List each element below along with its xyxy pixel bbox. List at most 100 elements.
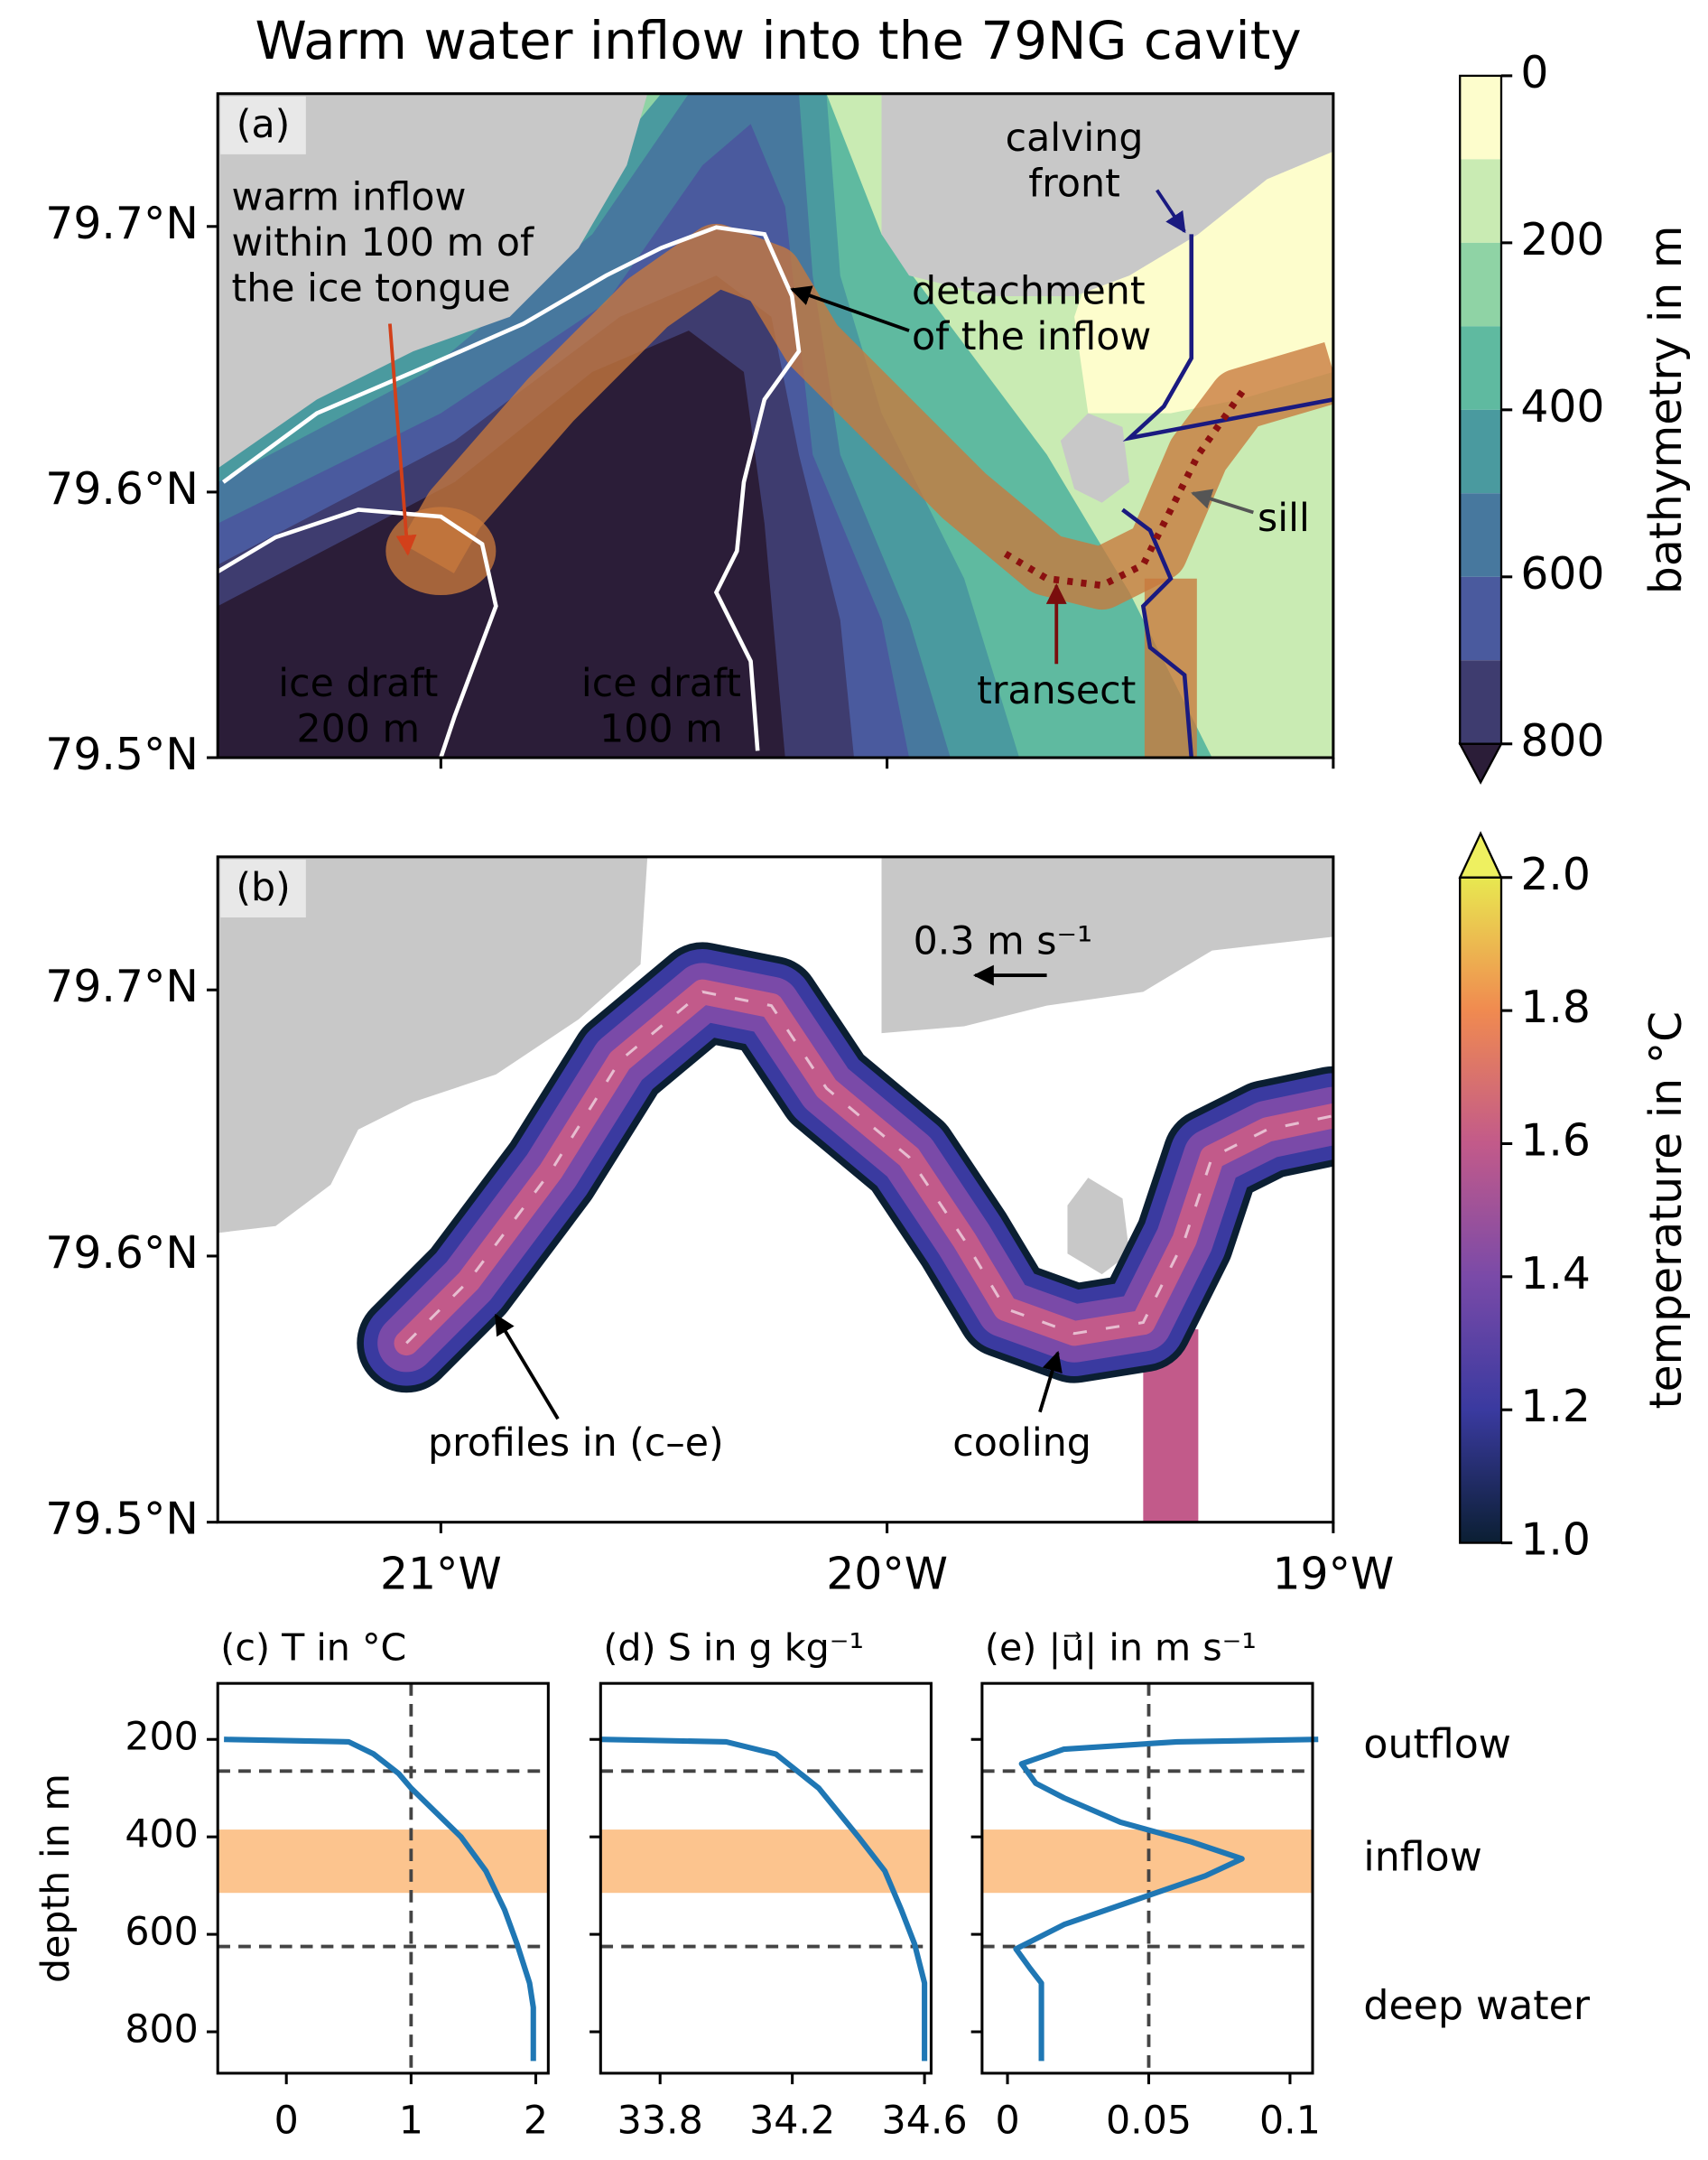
annotation-arrow xyxy=(790,285,910,332)
colorbar-tick-label: 1.2 xyxy=(1520,1381,1591,1432)
profile-line xyxy=(1013,1736,1319,2062)
calving-front xyxy=(1122,234,1333,442)
annotation-arrow xyxy=(1191,489,1254,515)
annotation: of the inflow xyxy=(912,314,1151,359)
land xyxy=(881,93,1333,296)
ice-draft-contour xyxy=(221,225,802,751)
x-tick-label: 34.2 xyxy=(749,2098,835,2143)
colorbar-tick-label: 1.8 xyxy=(1520,982,1591,1033)
colorbar-tick-label: 600 xyxy=(1520,548,1604,600)
colorbar-segment xyxy=(1460,242,1501,327)
inflow-band xyxy=(385,507,497,596)
annotation: 200 m xyxy=(296,707,420,752)
annotation: front xyxy=(1028,161,1120,206)
panel-title: (e) |u⃗| in m s⁻¹ xyxy=(985,1626,1257,1670)
x-tick-label: 34.6 xyxy=(882,2098,968,2143)
annotation: detachment xyxy=(912,268,1146,313)
y-tick-label: 79.5°N xyxy=(45,1494,199,1545)
calving-front xyxy=(1121,507,1194,759)
panel-label-box xyxy=(220,96,306,154)
colorbar-frame xyxy=(1459,876,1503,1544)
colorbar-extension xyxy=(1458,742,1503,785)
colorbar-segment xyxy=(1460,660,1501,744)
bathymetry-fill xyxy=(218,331,785,759)
annotation: sill xyxy=(1258,496,1310,541)
panel-frame xyxy=(216,92,1335,759)
inflow-band xyxy=(218,1829,549,1894)
x-tick-label: 1 xyxy=(399,2098,423,2143)
annotation: 100 m xyxy=(599,707,723,752)
x-tick-label: 0.05 xyxy=(1106,2098,1192,2143)
land xyxy=(881,856,1333,1034)
x-tick-label: 33.8 xyxy=(617,2098,703,2143)
colorbar-tick-label: 2.0 xyxy=(1520,849,1591,900)
colorbar-tick-label: 1.0 xyxy=(1520,1514,1591,1566)
colorbar-segment xyxy=(1460,159,1501,243)
colorbar-label: bathymetry in m xyxy=(1640,226,1692,594)
ice-draft-contour xyxy=(218,507,498,759)
y-tick-label: 600 xyxy=(125,1910,199,1955)
annotation: ice draft xyxy=(278,661,438,706)
colorbar-segment xyxy=(1460,75,1501,160)
colorbar-segment xyxy=(1460,576,1501,661)
colorbar-tick-label: 800 xyxy=(1520,715,1604,767)
annotation-arrow xyxy=(494,1313,560,1420)
colorbar xyxy=(1460,877,1501,1543)
profile-line xyxy=(600,1736,928,2062)
panel-frame xyxy=(599,1681,933,2075)
land xyxy=(218,856,648,1234)
x-tick-label: 0 xyxy=(274,2098,299,2143)
inflow-band xyxy=(600,1829,932,1894)
colorbar-tick-label: 200 xyxy=(1520,214,1604,265)
colorbar-extension xyxy=(1458,831,1503,879)
map-panel xyxy=(218,93,1333,759)
velocity-streak xyxy=(405,990,1333,1345)
panel-frame xyxy=(216,1681,550,2075)
x-tick-label: 19°W xyxy=(1273,1549,1395,1600)
annotation: calving xyxy=(1006,116,1144,161)
y-tick-label: 200 xyxy=(125,1715,199,1760)
annotation: cooling xyxy=(952,1420,1091,1466)
y-tick-label: 79.7°N xyxy=(45,961,199,1012)
colorbar-segment xyxy=(1460,326,1501,410)
panel-title: (c) T in °C xyxy=(220,1626,406,1670)
annotation-arrow xyxy=(1038,1350,1063,1413)
x-tick-label: 0.1 xyxy=(1259,2098,1321,2143)
colorbar-segment xyxy=(1460,409,1501,494)
panel-title: (d) S in g kg⁻¹ xyxy=(603,1626,864,1670)
y-axis-label: depth in m xyxy=(33,1774,79,1983)
colorbar-tick-label: 400 xyxy=(1520,381,1604,433)
annotation: profiles in (c–e) xyxy=(428,1420,724,1466)
annotation: ice draft xyxy=(581,661,741,706)
colorbar-segment xyxy=(1460,493,1501,577)
x-tick-label: 21°W xyxy=(380,1549,502,1600)
land xyxy=(1067,1178,1130,1275)
y-tick-label: 400 xyxy=(125,1812,199,1857)
panel-frame xyxy=(216,855,1335,1524)
annotation: warm inflow xyxy=(231,175,466,220)
colorbar-label: temperature in °C xyxy=(1640,1011,1692,1410)
panel-label: (b) xyxy=(236,865,290,910)
y-tick-label: 79.5°N xyxy=(45,729,199,780)
panel-label: (a) xyxy=(237,102,291,147)
colorbar-tick-label: 1.4 xyxy=(1520,1248,1591,1299)
profile-line xyxy=(224,1736,536,2062)
annotation-arrow xyxy=(1156,189,1186,234)
annotation: the ice tongue xyxy=(231,265,510,311)
colorbar-tick-label: 0 xyxy=(1520,47,1548,98)
layer-label: deep water xyxy=(1363,1983,1590,2029)
layer-label: outflow xyxy=(1363,1721,1511,1767)
y-tick-label: 800 xyxy=(125,2007,199,2053)
y-tick-label: 79.6°N xyxy=(45,1227,199,1279)
panel-frame xyxy=(980,1681,1314,2075)
layer-label: inflow xyxy=(1363,1834,1481,1880)
land xyxy=(1060,413,1130,503)
annotation: 0.3 m s⁻¹ xyxy=(914,918,1093,964)
y-tick-label: 79.6°N xyxy=(45,463,199,515)
figure-title: Warm water inflow into the 79NG cavity xyxy=(255,10,1302,71)
colorbar-tick-label: 1.6 xyxy=(1520,1114,1591,1166)
land xyxy=(218,93,648,469)
x-tick-label: 0 xyxy=(995,2098,1019,2143)
y-tick-label: 79.7°N xyxy=(45,198,199,249)
